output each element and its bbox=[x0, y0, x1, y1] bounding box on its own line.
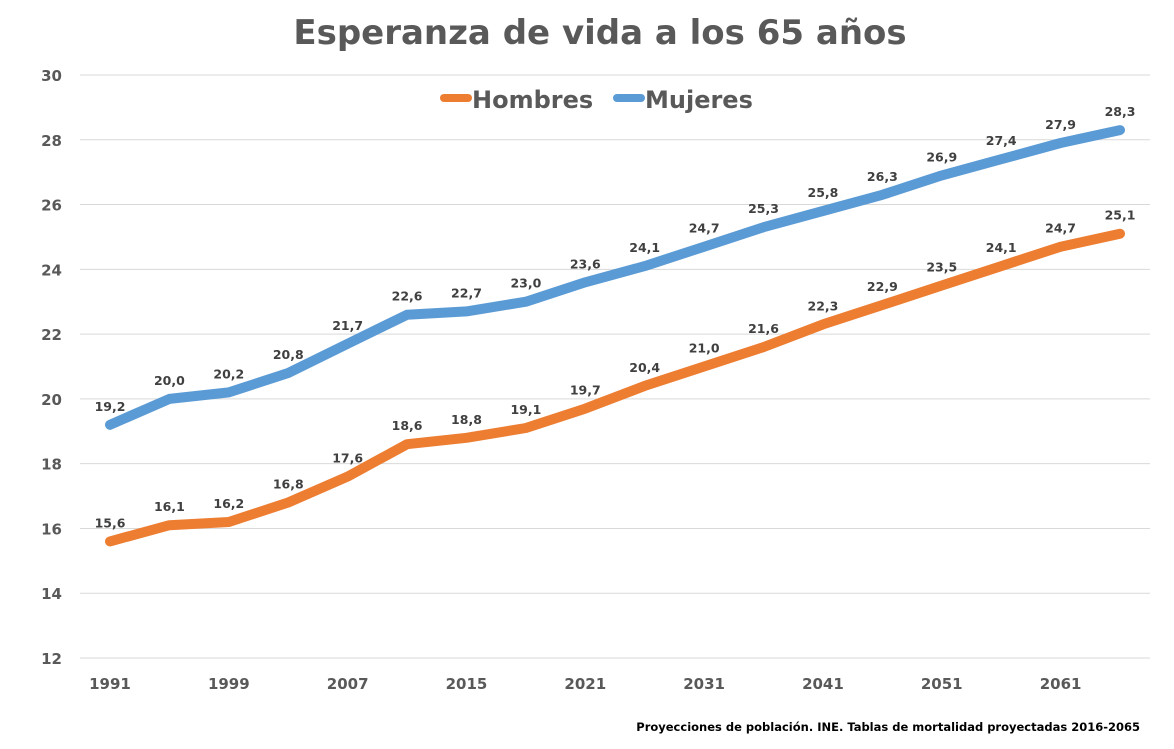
data-label-mujeres: 21,7 bbox=[332, 318, 363, 333]
y-tick-label: 14 bbox=[41, 585, 62, 603]
data-label-mujeres: 23,0 bbox=[510, 276, 541, 291]
x-tick-label: 2051 bbox=[921, 675, 963, 693]
legend-item-hombres[interactable]: Hombres bbox=[440, 86, 593, 114]
y-tick-label: 28 bbox=[41, 132, 62, 150]
data-label-hombres: 25,1 bbox=[1105, 208, 1136, 223]
data-label-mujeres: 24,1 bbox=[629, 240, 660, 255]
data-label-hombres: 20,4 bbox=[629, 360, 660, 375]
y-tick-label: 26 bbox=[41, 197, 62, 215]
data-label-mujeres: 26,9 bbox=[926, 149, 957, 164]
series-line-mujeres bbox=[105, 125, 1125, 430]
y-tick-label: 30 bbox=[41, 67, 62, 85]
data-label-mujeres: 20,8 bbox=[273, 347, 304, 362]
data-label-hombres: 19,1 bbox=[510, 402, 541, 417]
x-tick-label: 2041 bbox=[802, 675, 844, 693]
data-label-mujeres: 22,7 bbox=[451, 285, 482, 300]
data-label-mujeres: 27,4 bbox=[986, 133, 1017, 148]
legend-item-mujeres[interactable]: Mujeres bbox=[613, 86, 753, 114]
data-label-hombres: 15,6 bbox=[95, 515, 126, 530]
x-tick-label: 2015 bbox=[446, 675, 488, 693]
data-labels: 15,6 16,1 16,2 16,8 17,6 18,6 18,8 19,1 19,7 20,4… bbox=[95, 104, 1136, 530]
data-label-mujeres: 28,3 bbox=[1105, 104, 1136, 119]
y-tick-label: 24 bbox=[41, 261, 62, 279]
x-tick-label: 1991 bbox=[89, 675, 131, 693]
y-tick-label: 18 bbox=[41, 456, 62, 474]
data-label-hombres: 16,8 bbox=[273, 477, 304, 492]
data-label-hombres: 18,6 bbox=[392, 418, 423, 433]
data-label-mujeres: 26,3 bbox=[867, 169, 898, 184]
series-line-hombres bbox=[105, 228, 1125, 547]
data-label-mujeres: 19,2 bbox=[95, 399, 126, 414]
y-tick-label: 16 bbox=[41, 520, 62, 538]
data-label-mujeres: 22,6 bbox=[392, 289, 423, 304]
data-label-hombres: 17,6 bbox=[332, 451, 363, 466]
data-label-mujeres: 20,2 bbox=[213, 366, 244, 381]
x-tick-label: 2031 bbox=[683, 675, 725, 693]
data-label-hombres: 23,5 bbox=[926, 260, 957, 275]
data-label-mujeres: 25,8 bbox=[808, 185, 839, 200]
data-label-hombres: 19,7 bbox=[570, 383, 601, 398]
y-tick-label: 20 bbox=[41, 391, 62, 409]
data-label-hombres: 24,1 bbox=[986, 240, 1017, 255]
data-label-mujeres: 27,9 bbox=[1045, 117, 1076, 132]
data-label-mujeres: 24,7 bbox=[689, 221, 720, 236]
data-label-hombres: 16,2 bbox=[213, 496, 244, 511]
y-axis: 12 14 16 18 20 22 24 26 28 30 bbox=[41, 67, 62, 668]
data-label-mujeres: 23,6 bbox=[570, 256, 601, 271]
data-label-hombres: 24,7 bbox=[1045, 221, 1076, 236]
x-tick-label: 2021 bbox=[564, 675, 606, 693]
legend-label-hombres: Hombres bbox=[472, 86, 593, 114]
source-note: Proyecciones de población. INE. Tablas d… bbox=[636, 720, 1140, 734]
series-lines bbox=[105, 125, 1125, 547]
legend: Hombres Mujeres bbox=[440, 86, 753, 114]
data-label-mujeres: 25,3 bbox=[748, 201, 779, 216]
x-tick-label: 2061 bbox=[1040, 675, 1082, 693]
data-label-mujeres: 20,0 bbox=[154, 373, 185, 388]
data-label-hombres: 18,8 bbox=[451, 412, 482, 427]
y-tick-label: 22 bbox=[41, 326, 62, 344]
chart-title: Esperanza de vida a los 65 años bbox=[293, 13, 906, 53]
data-label-hombres: 21,0 bbox=[689, 341, 720, 356]
data-label-hombres: 21,6 bbox=[748, 321, 779, 336]
data-label-hombres: 22,3 bbox=[808, 298, 839, 313]
data-label-hombres: 22,9 bbox=[867, 279, 898, 294]
legend-label-mujeres: Mujeres bbox=[645, 86, 753, 114]
x-tick-label: 1999 bbox=[208, 675, 250, 693]
x-axis: 1991 1999 2007 2015 2021 2031 2041 2051 2061 bbox=[89, 675, 1081, 693]
y-tick-label: 12 bbox=[41, 650, 62, 668]
x-tick-label: 2007 bbox=[327, 675, 369, 693]
data-label-hombres: 16,1 bbox=[154, 499, 185, 514]
